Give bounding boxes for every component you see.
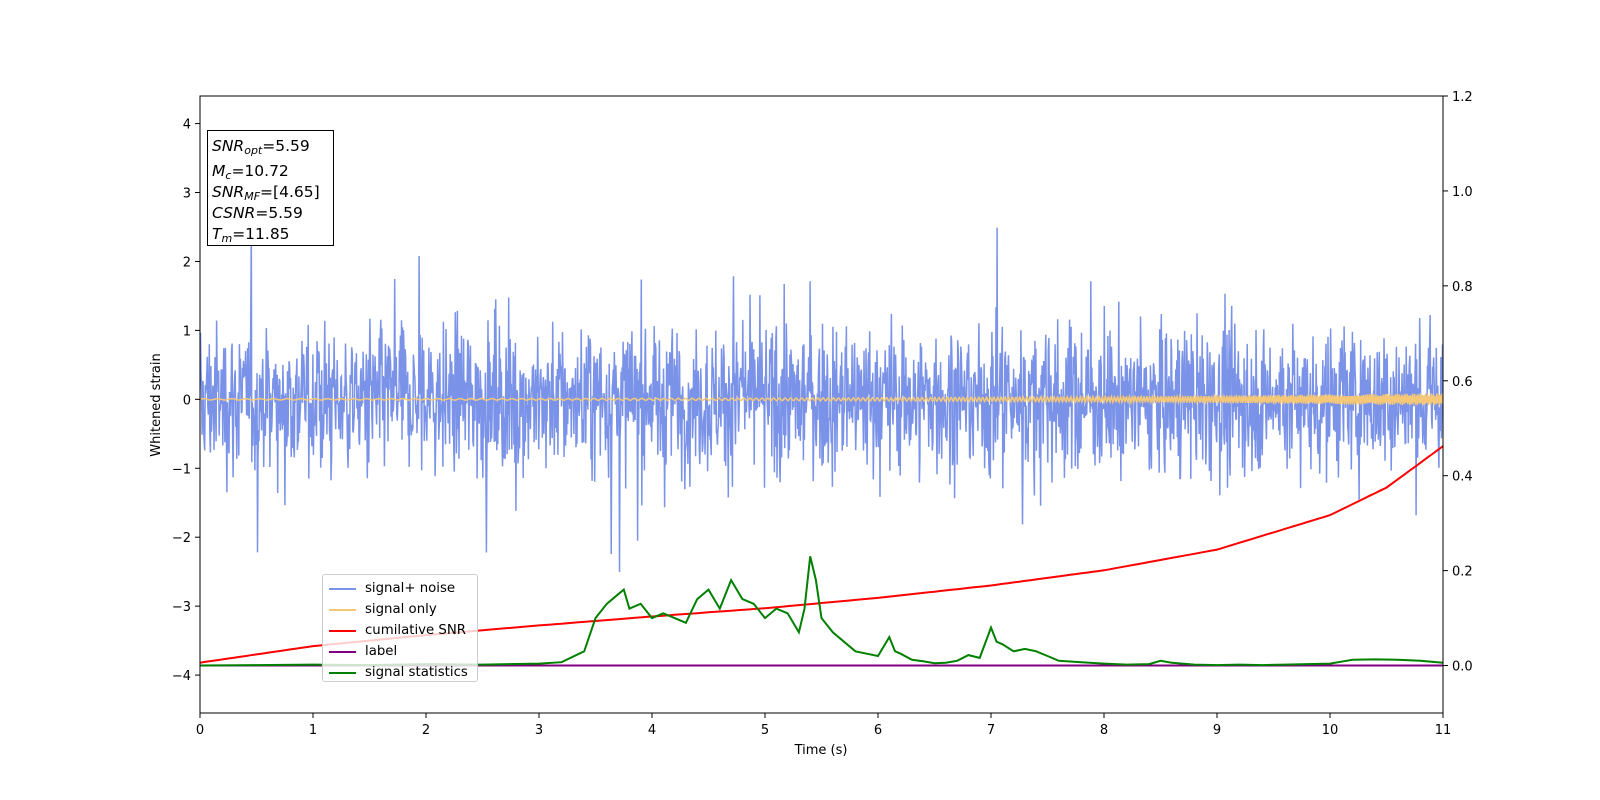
metrics-annotation-box: SNRopt=5.59 Mc=10.72 SNRMF=[4.65] CSNR=5… — [207, 130, 334, 246]
series-signal-statistics-line — [200, 556, 1443, 667]
y-axis-title: Whitened strain — [149, 353, 164, 456]
legend-item: signal statistics — [329, 662, 477, 683]
x-tick-label: 11 — [1435, 723, 1452, 738]
y2-tick-label: 1.2 — [1452, 90, 1473, 105]
plot-frame — [199, 95, 1444, 714]
y-tick-label: 0 — [183, 393, 191, 408]
y-tick-label: −4 — [172, 669, 191, 684]
legend-item: signal+ noise — [329, 578, 477, 599]
y2-tick-label: 0.8 — [1452, 280, 1473, 295]
y2-tick-label: 0.0 — [1452, 660, 1473, 675]
y2-tick-label: 0.6 — [1452, 375, 1473, 390]
x-tick-label: 0 — [196, 723, 204, 738]
y-tick-label: −3 — [172, 600, 191, 615]
x-tick-label: 6 — [874, 723, 882, 738]
y-tick-label: −1 — [172, 462, 191, 477]
legend-label: cumilative SNR — [365, 623, 467, 638]
y-tick-label: 2 — [183, 255, 191, 270]
legend-swatch — [329, 608, 356, 611]
axes: 0 1 2 3 4 5 6 7 8 9 10 1143210−1−2−3−41.21.00.80.60… — [172, 90, 1473, 738]
legend-item: signal only — [329, 599, 477, 620]
legend-item: cumilative SNR — [329, 620, 477, 641]
legend-swatch — [329, 587, 356, 590]
x-tick-label: 3 — [535, 723, 543, 738]
x-tick-label: 8 — [1100, 723, 1108, 738]
x-tick-label: 9 — [1213, 723, 1221, 738]
y-tick-label: 4 — [183, 118, 191, 133]
x-tick-label: 5 — [761, 723, 769, 738]
y2-tick-label: 0.2 — [1452, 565, 1473, 580]
legend-item: label — [329, 641, 477, 662]
x-tick-label: 1 — [309, 723, 317, 738]
x-tick-label: 7 — [987, 723, 995, 738]
x-tick-label: 10 — [1322, 723, 1339, 738]
x-tick-label: 2 — [422, 723, 430, 738]
legend-label: signal only — [365, 602, 437, 617]
series-signal-only-line — [200, 393, 1443, 406]
legend-label: label — [365, 644, 398, 659]
merger-time-line: Tm=11.85 — [212, 225, 290, 245]
y-tick-label: −2 — [172, 531, 191, 546]
y-tick-label: 3 — [183, 187, 191, 202]
legend-label: signal statistics — [365, 665, 468, 680]
legend-swatch — [329, 650, 356, 653]
csnr-line: CSNR=5.59 — [212, 204, 303, 222]
legend-swatch — [329, 671, 356, 674]
y2-tick-label: 0.4 — [1452, 470, 1473, 485]
legend-label: signal+ noise — [365, 581, 456, 596]
y-tick-label: 1 — [183, 324, 191, 339]
snr-mf-line: SNRMF=[4.65] — [212, 183, 320, 203]
legend-swatch — [329, 629, 356, 632]
series-signal-noise-line — [200, 227, 1443, 573]
x-tick-label: 4 — [648, 723, 656, 738]
y2-tick-label: 1.0 — [1452, 185, 1473, 200]
snr-opt-line: SNRopt=5.59 — [212, 137, 310, 157]
legend: signal+ noise signal only cumilative SNR la… — [322, 574, 478, 682]
x-axis-title: Time (s) — [794, 743, 848, 758]
chirp-mass-line: Mc=10.72 — [212, 162, 289, 182]
